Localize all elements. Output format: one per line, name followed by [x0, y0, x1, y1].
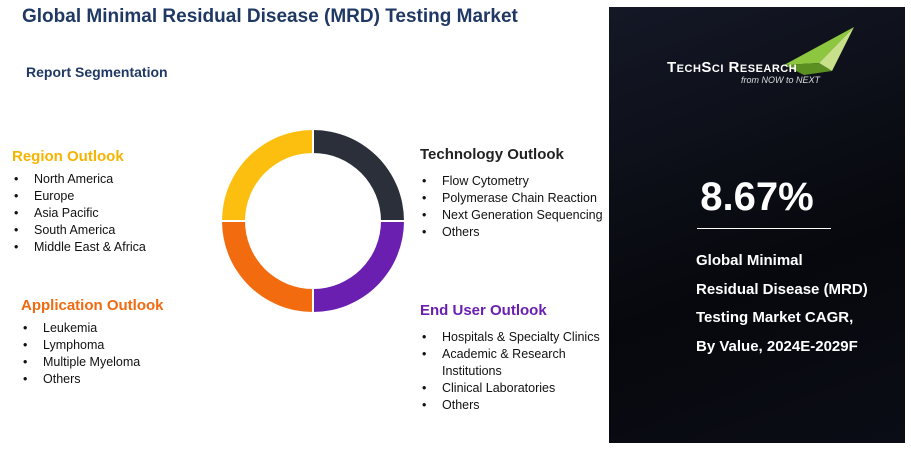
segment-title: Region Outlook — [12, 148, 124, 165]
segment-item: Hospitals & Specialty Clinics — [420, 329, 605, 346]
description-line: Global Minimal — [696, 252, 803, 269]
cagr-description: Global Minimal Residual Disease (MRD) Test… — [696, 247, 868, 361]
segment: Application Outlook LeukemiaLymphomaMulti… — [21, 297, 201, 388]
segment: Technology Outlook Flow CytometryPolymera… — [420, 146, 605, 241]
segment-title: Technology Outlook — [420, 146, 564, 163]
segment-title: End User Outlook — [420, 302, 547, 319]
donut-segment — [222, 221, 313, 312]
segment-list: North AmericaEuropeAsia PacificSouth Ame… — [12, 171, 192, 256]
segment-item: Others — [420, 397, 605, 414]
segment-item: Asia Pacific — [12, 205, 192, 222]
segment-item: Leukemia — [21, 320, 201, 337]
segment-item: Clinical Laboratories — [420, 380, 605, 397]
logo-mark — [784, 27, 854, 75]
donut-segment — [313, 130, 404, 221]
segment-item: Others — [21, 371, 201, 388]
description-line: Testing Market CAGR, — [696, 309, 854, 326]
segment: End User Outlook Hospitals & Specialty Cl… — [420, 302, 605, 414]
subtitle: Report Segmentation — [26, 64, 168, 80]
cagr-panel: TechSci Research from NOW to NEXT 8.67% … — [609, 7, 905, 443]
segment-list: Hospitals & Specialty ClinicsAcademic & … — [420, 329, 605, 414]
segment-item: Lymphoma — [21, 337, 201, 354]
segment-title: Application Outlook — [21, 297, 164, 314]
segment-item: Polymerase Chain Reaction — [420, 190, 605, 207]
segment-item: Flow Cytometry — [420, 173, 605, 190]
cagr-value: 8.67% — [700, 175, 814, 219]
description-line: By Value, 2024E-2029F — [696, 337, 858, 355]
segment-list: Flow CytometryPolymerase Chain ReactionN… — [420, 173, 605, 241]
divider — [697, 228, 831, 229]
donut — [221, 129, 405, 313]
segment-item: North America — [12, 171, 192, 188]
logo-name: TechSci Research — [667, 59, 798, 76]
logo-tagline: from NOW to NEXT — [741, 75, 821, 85]
donut-segment — [313, 221, 404, 312]
donut-segment — [222, 130, 313, 221]
title: Global Minimal Residual Disease (MRD) Te… — [22, 6, 518, 27]
segment-list: LeukemiaLymphomaMultiple MyelomaOthers — [21, 320, 201, 388]
segment-item: Europe — [12, 188, 192, 205]
segment-item: Next Generation Sequencing — [420, 207, 605, 224]
segment-item: Others — [420, 224, 605, 241]
segment-item: Multiple Myeloma — [21, 354, 201, 371]
description-line: Residual Disease (MRD) — [696, 280, 868, 298]
segment: Region Outlook North AmericaEuropeAsia Pa… — [12, 148, 192, 256]
segment-item: South America — [12, 222, 192, 239]
segment-item: Middle East & Africa — [12, 239, 192, 256]
segment-item: Academic & Research Institutions — [420, 346, 605, 380]
